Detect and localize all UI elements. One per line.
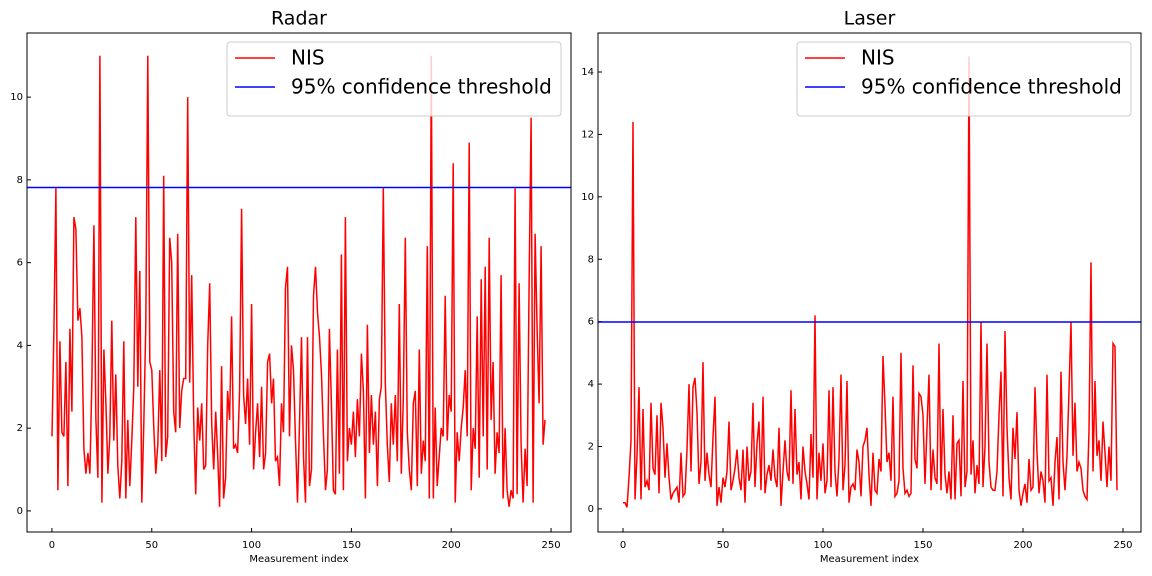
x-tick-label: 100 — [813, 540, 832, 551]
chart-title: Radar — [271, 8, 327, 30]
y-tick-label: 8 — [588, 254, 594, 265]
y-tick-label: 8 — [17, 175, 23, 186]
x-tick-label: 150 — [913, 540, 932, 551]
x-tick-label: 100 — [242, 540, 261, 551]
x-tick-label: 0 — [620, 540, 626, 551]
y-tick-label: 2 — [588, 441, 594, 452]
x-tick-label: 0 — [49, 540, 55, 551]
x-tick-label: 50 — [717, 540, 730, 551]
chart-title: Laser — [844, 8, 896, 30]
x-axis-label: Measurement index — [820, 554, 919, 565]
y-tick-label: 12 — [581, 129, 594, 140]
legend-label: NIS — [861, 46, 895, 70]
nis-line — [623, 56, 1118, 508]
y-tick-label: 4 — [17, 340, 23, 351]
y-tick-label: 6 — [17, 258, 23, 269]
x-tick-label: 50 — [145, 540, 158, 551]
y-tick-label: 6 — [588, 317, 594, 328]
legend-label: NIS — [291, 46, 325, 70]
x-tick-label: 150 — [342, 540, 361, 551]
frame — [597, 32, 1142, 533]
legend-label: 95% confidence threshold — [861, 75, 1122, 99]
y-tick-label: 10 — [581, 192, 594, 203]
x-tick-label: 200 — [1013, 540, 1032, 551]
y-tick-label: 4 — [588, 379, 594, 390]
nis-line — [51, 55, 546, 507]
x-tick-label: 250 — [1113, 540, 1132, 551]
y-tick-label: 0 — [588, 504, 594, 515]
y-tick-label: 0 — [17, 506, 23, 517]
frame — [26, 32, 572, 533]
x-tick-label: 200 — [442, 540, 461, 551]
x-tick-label: 250 — [541, 540, 560, 551]
legend-box — [796, 41, 1132, 117]
legend-label: 95% confidence threshold — [291, 75, 552, 99]
y-tick-label: 10 — [10, 92, 23, 103]
x-axis-label: Measurement index — [249, 554, 348, 565]
y-tick-label: 2 — [17, 423, 23, 434]
y-tick-label: 14 — [581, 67, 594, 78]
legend-box — [226, 41, 562, 117]
